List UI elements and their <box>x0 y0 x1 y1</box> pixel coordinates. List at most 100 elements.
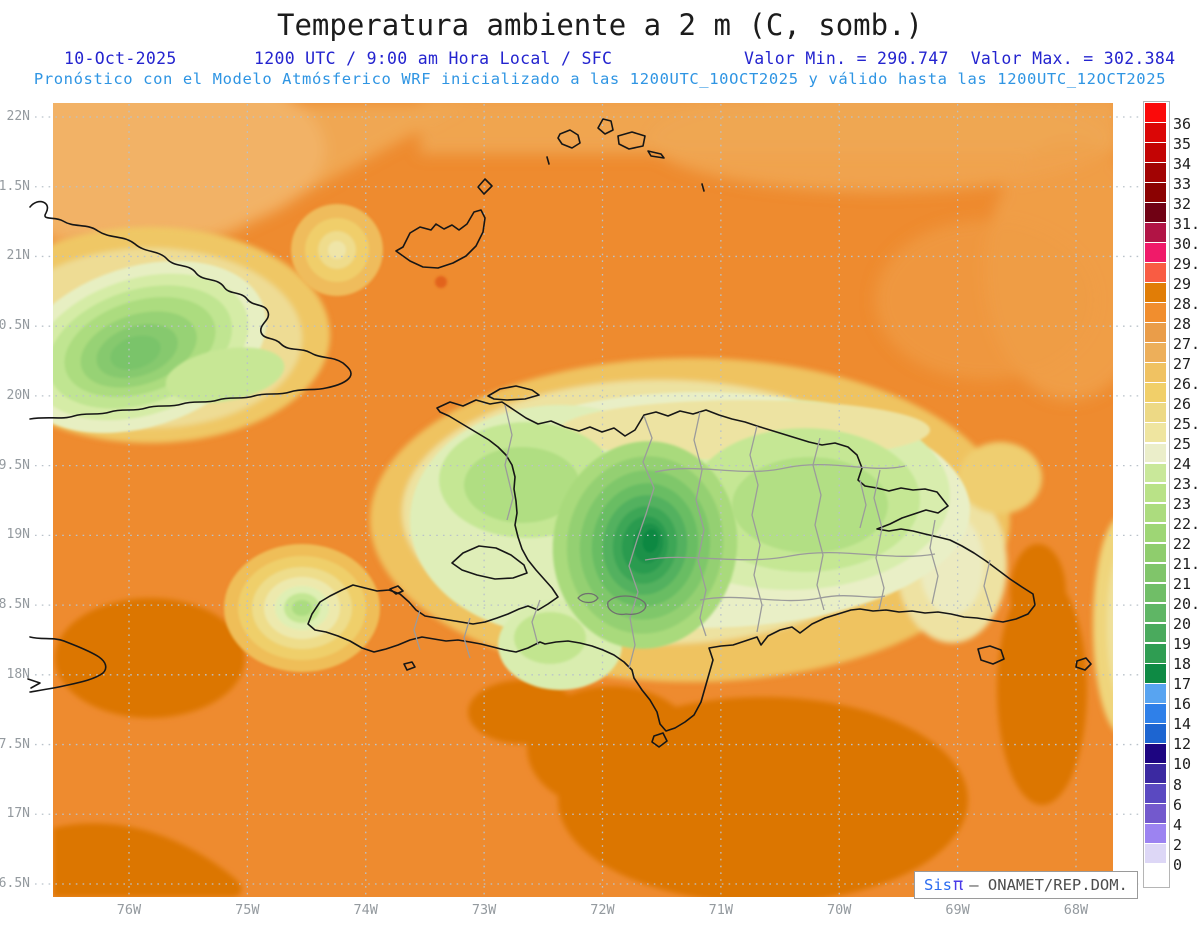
southwest-cool-blob <box>224 544 380 672</box>
coastlines <box>27 118 1092 748</box>
colorbar-tick-label: 22 <box>1173 535 1192 554</box>
forecast-time: 1200 UTC / 9:00 am Hora Local / SFC <box>254 49 613 68</box>
colorbar-tick-label: 28.5 <box>1173 294 1200 313</box>
colorbar-segment <box>1145 583 1166 603</box>
caicos-provo <box>597 118 614 135</box>
colorbar-tick-label: 16 <box>1173 695 1192 714</box>
colorbar-tick-label: 29.7 <box>1173 254 1200 273</box>
colorbar-segment <box>1145 663 1166 683</box>
grand-turk-tick <box>701 183 705 192</box>
page-title: Temperatura ambiente a 2 m (C, somb.) <box>276 8 924 42</box>
lat-label: 21N <box>6 248 30 264</box>
saona-island <box>977 645 1005 665</box>
colorbar-tick-label: 34 <box>1173 154 1192 173</box>
colorbar-segment <box>1145 403 1166 423</box>
cool-core <box>552 441 738 649</box>
jamaica-hook <box>27 678 41 689</box>
colorbar-tick-label: 27 <box>1173 354 1192 373</box>
colorbar-tick-label: 35 <box>1173 134 1192 153</box>
colorbar-segment <box>1145 423 1166 443</box>
colorbar-tick-label: 21 <box>1173 575 1192 594</box>
lon-label: 74W <box>353 902 378 918</box>
colorbar-tick-label: 0 <box>1173 855 1183 874</box>
colorbar-tick-label: 19 <box>1173 635 1192 654</box>
beata-island <box>651 732 668 748</box>
colorbar-tick-label: 32 <box>1173 194 1192 213</box>
model-init-line: Pronóstico con el Modelo Atmósferico WRF… <box>33 70 1167 88</box>
colorbar-tick-label: 21.5 <box>1173 555 1200 574</box>
colorbar-segment <box>1145 703 1166 723</box>
colorbar-segment <box>1145 363 1166 383</box>
cayemites-island <box>389 585 404 595</box>
colorbar-segment <box>1145 443 1166 463</box>
colorbar-tick-label: 12 <box>1173 735 1192 754</box>
mona-island <box>1075 657 1092 671</box>
lat-label: 17N <box>6 806 30 822</box>
lat-label: 16.5N <box>0 875 30 891</box>
colorbar-tick-label: 28 <box>1173 314 1192 333</box>
graticule <box>35 104 1140 895</box>
colorbar-tick-label: 6 <box>1173 795 1183 814</box>
lon-label: 75W <box>235 902 260 918</box>
colorbar-tick-label: 18 <box>1173 655 1192 674</box>
forecast-date: 10-Oct-2025 <box>64 49 177 68</box>
lon-label: 76W <box>116 902 142 918</box>
cuba-coast <box>29 200 352 420</box>
colorbar-segment <box>1145 143 1166 162</box>
colorbar-segment <box>1145 864 1166 883</box>
colorbar-segment <box>1145 243 1166 262</box>
lat-label: 19N <box>6 527 30 543</box>
yellow-blob-north <box>291 204 383 296</box>
colorbar-segment <box>1145 743 1166 763</box>
lon-label: 68W <box>1063 902 1089 918</box>
colorbar-tick-label: 29 <box>1173 274 1192 293</box>
pi-glyph: π <box>953 874 964 895</box>
valor-max: Valor Max. = 302.384 <box>970 49 1176 68</box>
lake-saumatre <box>577 592 599 604</box>
colorbar-segment <box>1145 623 1166 643</box>
colorbar-segment <box>1145 343 1166 363</box>
colorbar-tick-label: 27.5 <box>1173 334 1200 353</box>
colorbar-tick-label: 10 <box>1173 755 1192 774</box>
little-inagua-island <box>477 178 493 195</box>
colorbar-segment <box>1145 563 1166 583</box>
colorbar-segment <box>1145 303 1166 323</box>
colorbar-segment <box>1145 103 1166 122</box>
colorbar-segment <box>1145 543 1166 563</box>
colorbar-tick-label: 14 <box>1173 715 1192 734</box>
lon-label: 73W <box>471 902 497 918</box>
hispaniola-coast <box>307 399 1036 732</box>
colorbar-segment <box>1145 183 1166 202</box>
colorbar-tick-label: 25 <box>1173 435 1192 453</box>
colorbar-segment <box>1145 824 1166 843</box>
lat-label: 18N <box>6 666 30 682</box>
gonave-island <box>451 545 528 580</box>
attribution-text: – ONAMET/REP.DOM. <box>969 875 1128 894</box>
colorbar-segment <box>1145 643 1166 663</box>
caicos-north <box>617 131 646 150</box>
lake-enriquillo <box>607 595 647 616</box>
colorbar-tick-label: 25.5 <box>1173 414 1200 433</box>
lat-label: 20.5N <box>0 318 30 334</box>
lat-label: 21.5N <box>0 178 30 194</box>
colorbar-segment <box>1145 123 1166 142</box>
colorbar-segment <box>1145 263 1166 282</box>
lon-label: 72W <box>590 902 615 918</box>
colorbar-segment <box>1145 283 1166 302</box>
caicos-west <box>557 129 581 149</box>
colorbar-segment <box>1145 723 1166 743</box>
province-borders <box>413 404 993 669</box>
colorbar-tick-label: 33 <box>1173 174 1192 193</box>
colorbar-segment <box>1145 603 1166 623</box>
colorbar-segment <box>1145 784 1166 803</box>
lon-label: 71W <box>708 902 734 918</box>
temperature-field <box>53 103 1113 897</box>
value-range: Valor Min. = 290.747 Valor Max. = 302.38… <box>744 49 1175 68</box>
colorbar-tick-label: 17 <box>1173 675 1192 694</box>
colorbar-segment <box>1145 523 1166 543</box>
colorbar-tick-label: 20.5 <box>1173 595 1200 614</box>
great-inagua-island <box>395 209 486 269</box>
lon-label: 70W <box>827 902 852 918</box>
